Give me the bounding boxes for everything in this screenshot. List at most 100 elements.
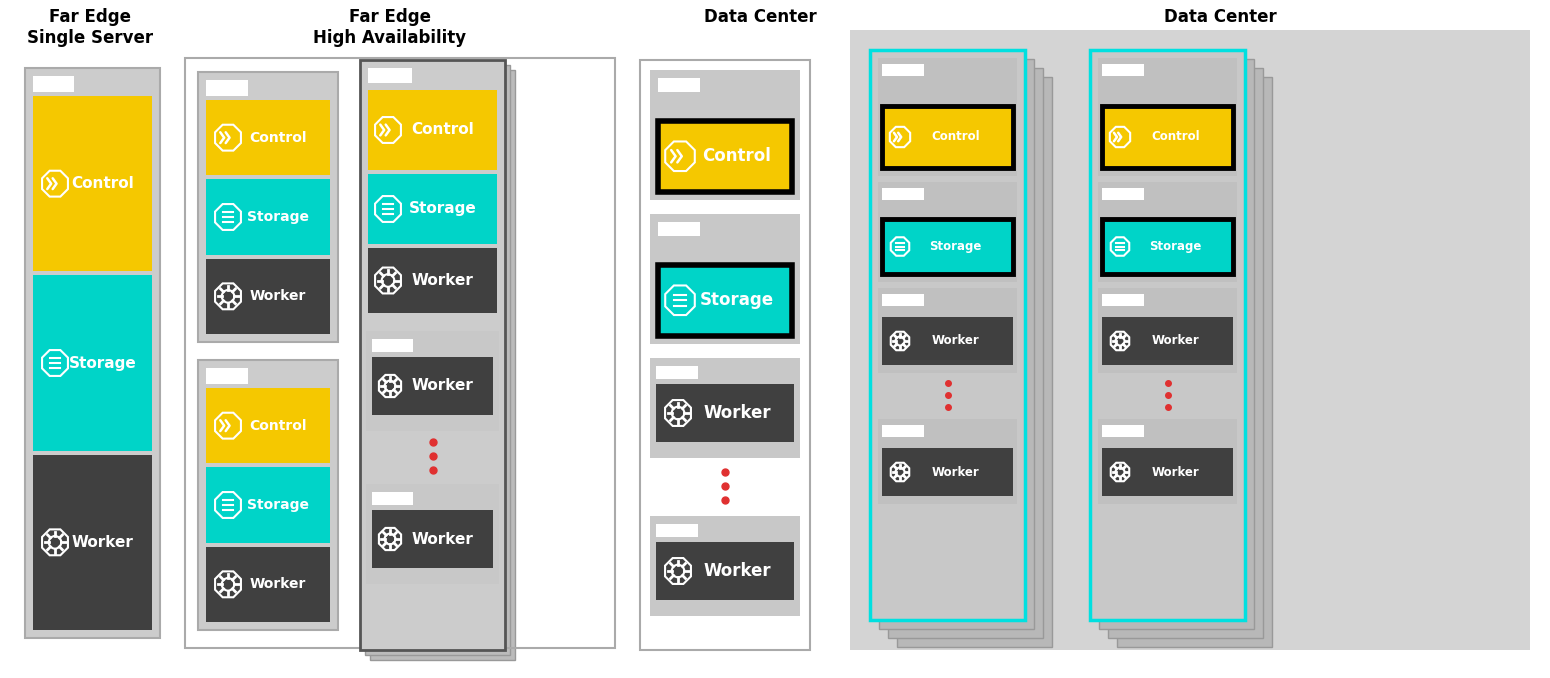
Text: Control: Control [1152, 130, 1200, 144]
Bar [656, 384, 794, 442]
Text: Worker: Worker [1152, 334, 1200, 348]
Polygon shape [375, 196, 401, 222]
Bar [882, 219, 1014, 274]
Bar [1090, 50, 1245, 620]
Bar [877, 182, 1017, 282]
Polygon shape [891, 237, 910, 256]
Polygon shape [42, 530, 68, 555]
Text: Control: Control [932, 130, 980, 144]
Bar [206, 180, 330, 255]
Bar [870, 50, 1025, 620]
Bar [33, 96, 152, 271]
Bar [656, 524, 698, 537]
Bar [882, 188, 924, 200]
Polygon shape [215, 492, 240, 518]
Bar [659, 78, 701, 92]
Bar [25, 68, 160, 638]
Bar [659, 264, 792, 336]
Bar [882, 425, 924, 437]
Text: Storage: Storage [246, 498, 308, 512]
Polygon shape [891, 332, 910, 351]
Bar [882, 64, 924, 76]
Bar [372, 492, 412, 505]
Bar [1099, 59, 1254, 629]
Bar [659, 222, 701, 236]
Bar [1102, 64, 1144, 76]
Bar [33, 455, 152, 630]
Bar [367, 90, 498, 170]
Bar [367, 174, 498, 244]
Text: Far Edge
High Availability: Far Edge High Availability [313, 8, 467, 47]
Polygon shape [378, 375, 401, 397]
Bar [877, 419, 1017, 504]
Bar [649, 70, 800, 200]
Polygon shape [215, 125, 240, 151]
Text: Worker: Worker [932, 466, 980, 479]
Polygon shape [891, 463, 910, 481]
Text: Control: Control [71, 176, 133, 191]
Polygon shape [215, 283, 240, 309]
Polygon shape [42, 350, 68, 376]
Bar [1102, 219, 1232, 274]
Text: Storage: Storage [68, 355, 136, 370]
Bar [649, 516, 800, 616]
Text: Storage: Storage [246, 210, 308, 224]
Text: Data Center: Data Center [704, 8, 817, 26]
Bar [372, 339, 412, 352]
Polygon shape [215, 413, 240, 439]
Bar [888, 68, 1043, 638]
Text: Worker: Worker [932, 334, 980, 348]
Bar [882, 219, 1014, 274]
Bar [198, 72, 338, 342]
Text: Control: Control [411, 123, 474, 138]
Polygon shape [375, 268, 401, 294]
Bar [1097, 419, 1237, 504]
Bar [659, 121, 792, 192]
Bar [372, 357, 493, 415]
Bar [1102, 294, 1144, 306]
Bar [849, 30, 1530, 650]
Bar [206, 100, 330, 176]
Text: Worker: Worker [250, 290, 307, 303]
Text: Control: Control [250, 419, 307, 433]
Bar [33, 76, 73, 92]
Bar [1097, 288, 1237, 373]
Bar [206, 467, 330, 542]
Polygon shape [665, 400, 691, 426]
Bar [1118, 77, 1273, 647]
Polygon shape [215, 204, 240, 230]
Bar [367, 248, 498, 313]
Polygon shape [1110, 127, 1130, 147]
Bar [656, 366, 698, 379]
Bar [1102, 219, 1232, 274]
Text: Worker: Worker [1152, 466, 1200, 479]
Polygon shape [1111, 463, 1130, 481]
Text: Control: Control [702, 147, 772, 165]
Polygon shape [375, 117, 401, 143]
Bar [659, 121, 792, 192]
Bar [877, 58, 1017, 176]
Polygon shape [1111, 332, 1130, 351]
Bar [370, 70, 515, 660]
Bar [640, 60, 811, 650]
Bar [882, 106, 1014, 168]
Bar [897, 77, 1052, 647]
Polygon shape [665, 558, 691, 584]
Polygon shape [378, 528, 401, 550]
Text: Storage: Storage [1149, 240, 1201, 253]
Bar [184, 58, 615, 648]
Bar [206, 368, 248, 384]
Polygon shape [1111, 237, 1130, 256]
Bar [366, 484, 499, 584]
Bar [649, 358, 800, 458]
Bar [366, 331, 499, 431]
Bar [1102, 106, 1232, 168]
Bar [206, 80, 248, 96]
Bar [364, 65, 510, 655]
Bar [198, 360, 338, 630]
Polygon shape [42, 171, 68, 197]
Bar [1108, 68, 1263, 638]
Text: Worker: Worker [412, 532, 473, 546]
Text: Worker: Worker [250, 578, 307, 591]
Text: Worker: Worker [412, 273, 473, 288]
